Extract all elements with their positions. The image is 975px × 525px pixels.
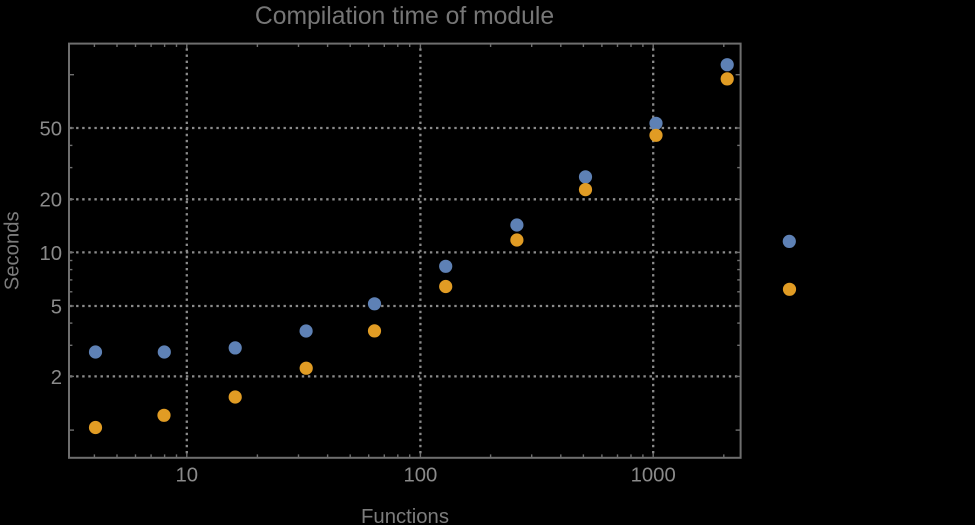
svg-text:100: 100 — [403, 465, 437, 487]
svg-text:Compilation time of module: Compilation time of module — [255, 3, 554, 30]
svg-text:5: 5 — [51, 296, 62, 318]
svg-text:10: 10 — [176, 465, 199, 487]
svg-text:10: 10 — [39, 243, 62, 265]
svg-text:Seconds: Seconds — [1, 211, 23, 290]
svg-text:2: 2 — [51, 367, 62, 389]
svg-text:50: 50 — [39, 118, 62, 140]
svg-text:20: 20 — [39, 190, 62, 212]
svg-text:Functions: Functions — [361, 506, 449, 525]
svg-text:1000: 1000 — [631, 465, 676, 487]
